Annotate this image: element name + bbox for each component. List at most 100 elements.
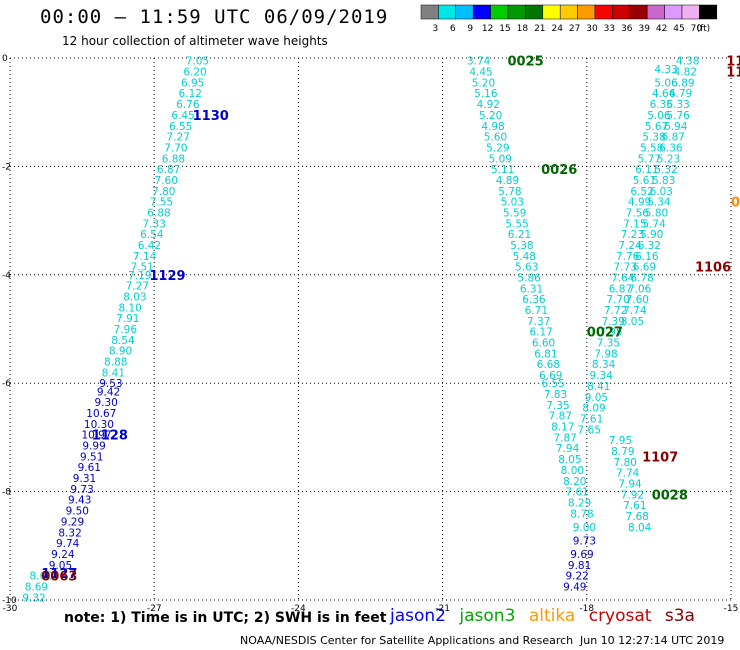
wave-height-value: 8.00 bbox=[561, 465, 584, 477]
wave-height-value: 8.41 bbox=[587, 381, 610, 393]
wave-height-value: 7.64 bbox=[611, 273, 635, 285]
color-scale-bar: 3 6 9 12 15 18 21 24 27 30 33 36 39 42 45 70(ft) bbox=[420, 4, 718, 34]
pass-time-label: 0027 bbox=[587, 326, 623, 341]
wave-height-value: 9.81 bbox=[568, 560, 591, 572]
wave-height-value: 5.20 bbox=[472, 77, 495, 89]
wave-height-value: 4.98 bbox=[481, 121, 504, 133]
wave-height-value: 6.87 bbox=[157, 164, 180, 176]
wave-height-value: 5.29 bbox=[486, 142, 509, 154]
pass-time-label: 1106 bbox=[695, 261, 731, 276]
wave-height-value: 6.55 bbox=[169, 121, 192, 133]
scale-label: 42 bbox=[656, 24, 667, 34]
wave-height-value: 5.06 bbox=[647, 110, 671, 122]
wave-height-value: 4.99 bbox=[628, 197, 651, 209]
wave-height-value: 7.83 bbox=[544, 389, 567, 401]
scale-label: 6 bbox=[450, 24, 456, 34]
pass-time-label: 0026 bbox=[541, 163, 577, 178]
wave-height-value: 5.38 bbox=[642, 132, 665, 144]
pass-time-label: 1129 bbox=[149, 269, 185, 284]
wave-height-value: 7.61 bbox=[565, 487, 588, 499]
wave-height-value: 9.05 bbox=[585, 392, 608, 404]
x-tick-label: -27 bbox=[147, 604, 162, 614]
pass-time-label: 0063 bbox=[41, 570, 77, 585]
wave-height-value: 7.51 bbox=[130, 262, 153, 274]
wave-height-value: 7.80 bbox=[152, 186, 175, 198]
pass-time-label: 1128 bbox=[92, 429, 128, 444]
wave-height-value: 7.96 bbox=[114, 324, 138, 336]
wave-height-value: 7.27 bbox=[126, 281, 149, 293]
wave-height-value: 8.90 bbox=[109, 346, 132, 358]
scale-label: 12 bbox=[482, 24, 493, 34]
wave-height-value: 5.32 bbox=[654, 164, 677, 176]
wave-height-value: 8.10 bbox=[118, 302, 141, 314]
x-tick-label: -21 bbox=[435, 604, 450, 614]
wave-height-value: 6.20 bbox=[183, 67, 206, 79]
series-jason3: 3.744.455.205.164.925.204.985.605.295.09… bbox=[467, 56, 596, 534]
wave-height-value: 6.76 bbox=[176, 99, 200, 111]
x-tick-label: -24 bbox=[291, 604, 306, 614]
wave-height-value: 7.60 bbox=[626, 294, 649, 306]
wave-height-value: 6.68 bbox=[537, 359, 560, 371]
wave-height-value: 6.87 bbox=[662, 132, 685, 144]
wave-height-value: 7.61 bbox=[580, 413, 603, 425]
wave-height-value: 8.32 bbox=[58, 527, 81, 539]
wave-height-value: 8.03 bbox=[123, 291, 146, 303]
wave-height-value: 10.30 bbox=[84, 419, 114, 431]
wave-height-value: 9.29 bbox=[61, 516, 84, 528]
wave-height-value: 7.91 bbox=[116, 313, 139, 325]
wave-height-value: 5.23 bbox=[657, 153, 680, 165]
wave-height-value: 5.09 bbox=[489, 153, 512, 165]
wave-height-value: 6.33 bbox=[666, 99, 689, 111]
y-tick-label: -8 bbox=[2, 488, 11, 498]
wave-height-value: 5.83 bbox=[652, 175, 675, 187]
wave-height-value: 9.49 bbox=[563, 581, 586, 593]
wave-height-value: 6.45 bbox=[171, 110, 194, 122]
wave-height-value: 5.76 bbox=[666, 110, 690, 122]
wave-height-value: 7.35 bbox=[546, 400, 569, 412]
wave-height-value: 4.82 bbox=[674, 67, 697, 79]
wave-height-value: 6.60 bbox=[532, 338, 555, 350]
scale-label: 30 bbox=[586, 24, 598, 34]
y-tick-label: -4 bbox=[2, 271, 11, 281]
wave-height-value: 4.38 bbox=[676, 56, 699, 68]
wave-height-value: 9.42 bbox=[97, 386, 120, 398]
wave-height-value: 5.48 bbox=[513, 251, 536, 263]
scale-label: 33 bbox=[604, 24, 615, 34]
wave-height-value: 4.64 bbox=[652, 88, 676, 100]
wave-height-value: 7.70 bbox=[164, 142, 187, 154]
wave-height-value: 9.05 bbox=[49, 560, 72, 572]
pass-time-label: 0028 bbox=[652, 488, 688, 503]
wave-height-value: 8.78 bbox=[570, 508, 593, 520]
scale-label: 36 bbox=[621, 24, 633, 34]
wave-height-value: 5.78 bbox=[498, 186, 521, 198]
wave-height-value: 7.61 bbox=[623, 500, 646, 512]
x-tick-label: -15 bbox=[724, 604, 739, 614]
wave-height-value: 6.36 bbox=[659, 142, 683, 154]
wave-height-value: 5.03 bbox=[501, 197, 524, 209]
wave-height-value: 9.74 bbox=[56, 538, 80, 550]
pass-time-label: 1107 bbox=[642, 450, 678, 465]
wave-height-value: 6.35 bbox=[650, 99, 673, 111]
wave-height-value: 7.87 bbox=[549, 411, 572, 423]
scale-label: 70 bbox=[691, 24, 703, 34]
x-tick-label: -18 bbox=[579, 604, 594, 614]
wave-height-value: 6.36 bbox=[522, 294, 546, 306]
wave-height-value: 9.51 bbox=[80, 451, 103, 463]
wave-height-value: 6.89 bbox=[671, 77, 694, 89]
wave-height-value: 7.05 bbox=[186, 56, 209, 68]
wave-height-value: 9.31 bbox=[73, 473, 96, 485]
wave-height-value: 5.74 bbox=[642, 218, 666, 230]
wave-height-value: 5.38 bbox=[510, 240, 533, 252]
wave-height-value: 5.61 bbox=[633, 175, 656, 187]
series-cryosat: 4.384.826.896.796.335.766.946.876.365.23… bbox=[621, 56, 700, 328]
pass-time-label: 0025 bbox=[507, 55, 543, 70]
wave-height-value: 4.92 bbox=[477, 99, 500, 111]
timestamp: Jun 10 12:27:14 UTC 2019 bbox=[580, 634, 725, 647]
pass-time-label: 1127 bbox=[41, 567, 77, 582]
series-altika: 4.335.064.646.355.065.675.385.585.776.11… bbox=[578, 64, 679, 534]
series-jason2-blue: 9.539.429.3010.6710.3010.979.999.519.619… bbox=[49, 378, 123, 572]
wave-height-value: 6.79 bbox=[669, 88, 692, 100]
wave-height-value: 9.34 bbox=[590, 370, 614, 382]
scale-label: 45 bbox=[673, 24, 684, 34]
wave-height-value: 7.39 bbox=[602, 316, 625, 328]
